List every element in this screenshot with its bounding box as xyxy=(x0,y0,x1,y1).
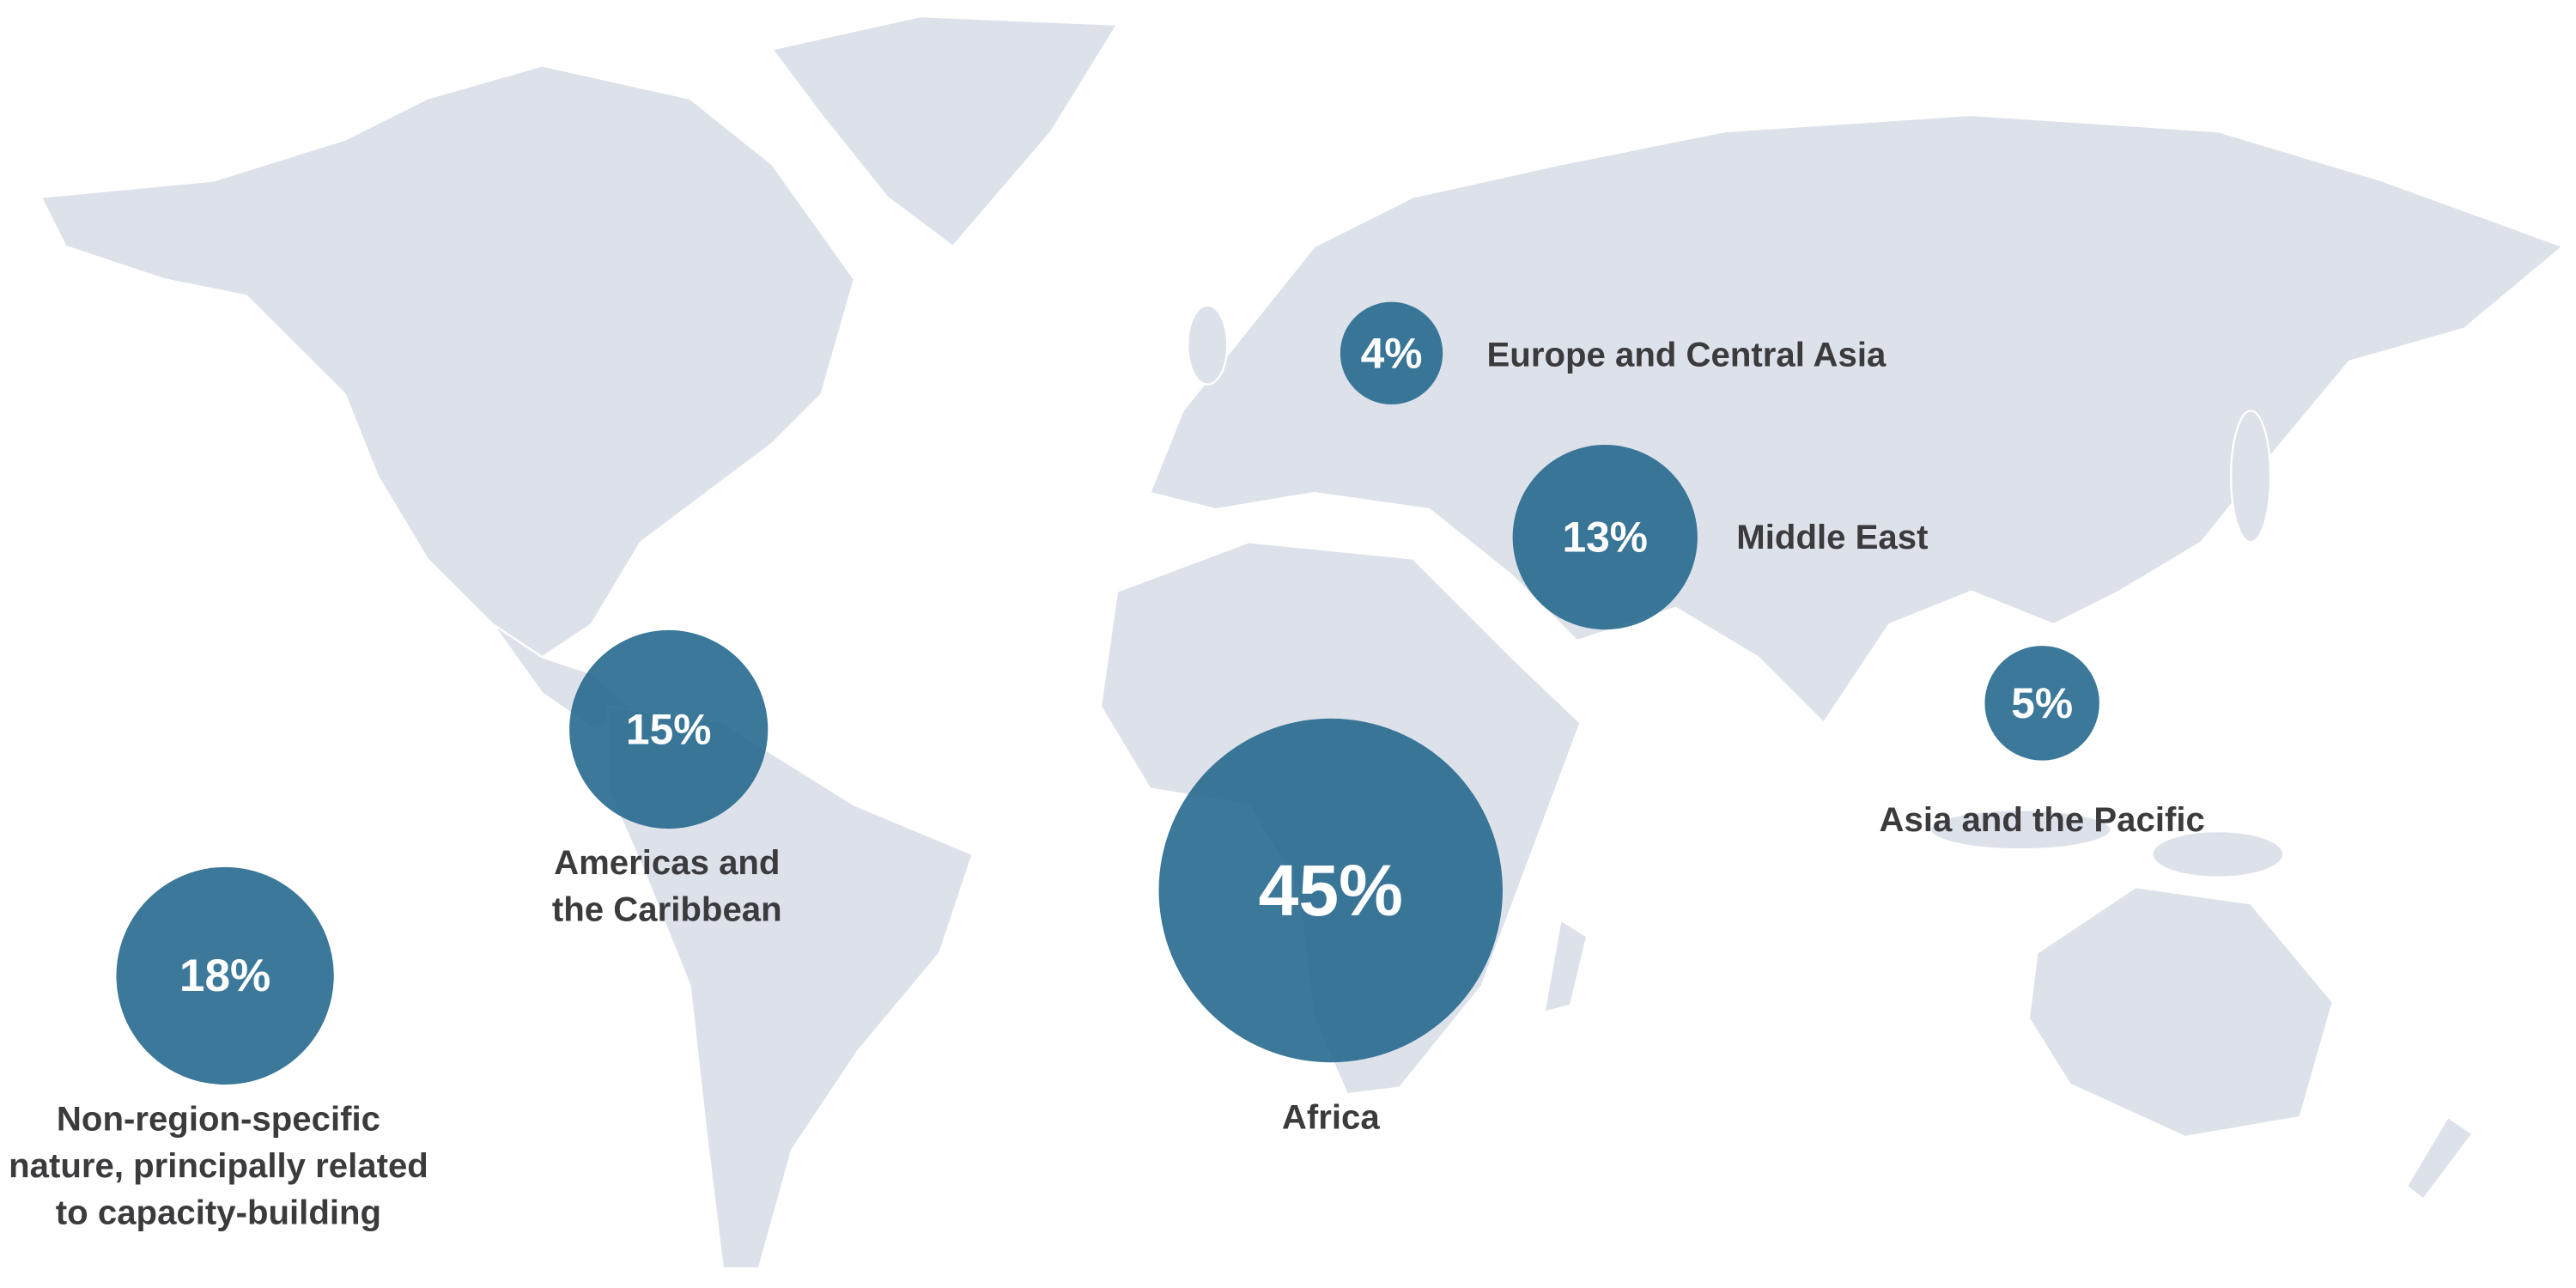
new-zealand xyxy=(2405,1115,2475,1201)
region-bubble xyxy=(116,866,334,1085)
region-label: Europe and Central Asia xyxy=(1487,336,1887,374)
region-bubble xyxy=(569,629,769,829)
uk xyxy=(1187,304,1229,386)
region-bubble xyxy=(1158,718,1503,1063)
greenland xyxy=(770,15,1120,248)
bubble-value: 4% xyxy=(1361,329,1423,377)
region-label: Middle East xyxy=(1736,518,1928,556)
region-label: Africa xyxy=(1282,1098,1380,1137)
new-guinea xyxy=(2151,829,2285,878)
region-label: Non-region-specific xyxy=(57,1099,380,1138)
bubble-value: 18% xyxy=(179,951,270,1001)
region-label: to capacity-building xyxy=(56,1193,381,1231)
north-america xyxy=(39,64,856,659)
indonesia xyxy=(1929,809,2112,851)
bubble-value: 5% xyxy=(2011,679,2073,727)
region-bubble xyxy=(1984,646,2099,761)
bubble-value: 13% xyxy=(1562,513,1648,562)
region-bubble xyxy=(1340,301,1443,405)
bubble-value: 15% xyxy=(626,705,712,753)
bubble-value: 45% xyxy=(1259,850,1403,931)
region-bubble xyxy=(1512,445,1698,630)
region-label: nature, principally related xyxy=(9,1146,428,1185)
japan xyxy=(2230,410,2272,544)
madagascar xyxy=(1543,918,1589,1014)
region-label: Americas and xyxy=(554,843,780,882)
south-america xyxy=(606,705,975,1270)
region-label: the Caribbean xyxy=(552,890,782,928)
basemap xyxy=(39,15,2565,1270)
bubbles: 4% Europe and Central Asia 13% Middle East 5… xyxy=(9,301,2205,1231)
region-label: Asia and the Pacific xyxy=(1879,800,2204,839)
australia xyxy=(2027,885,2335,1139)
